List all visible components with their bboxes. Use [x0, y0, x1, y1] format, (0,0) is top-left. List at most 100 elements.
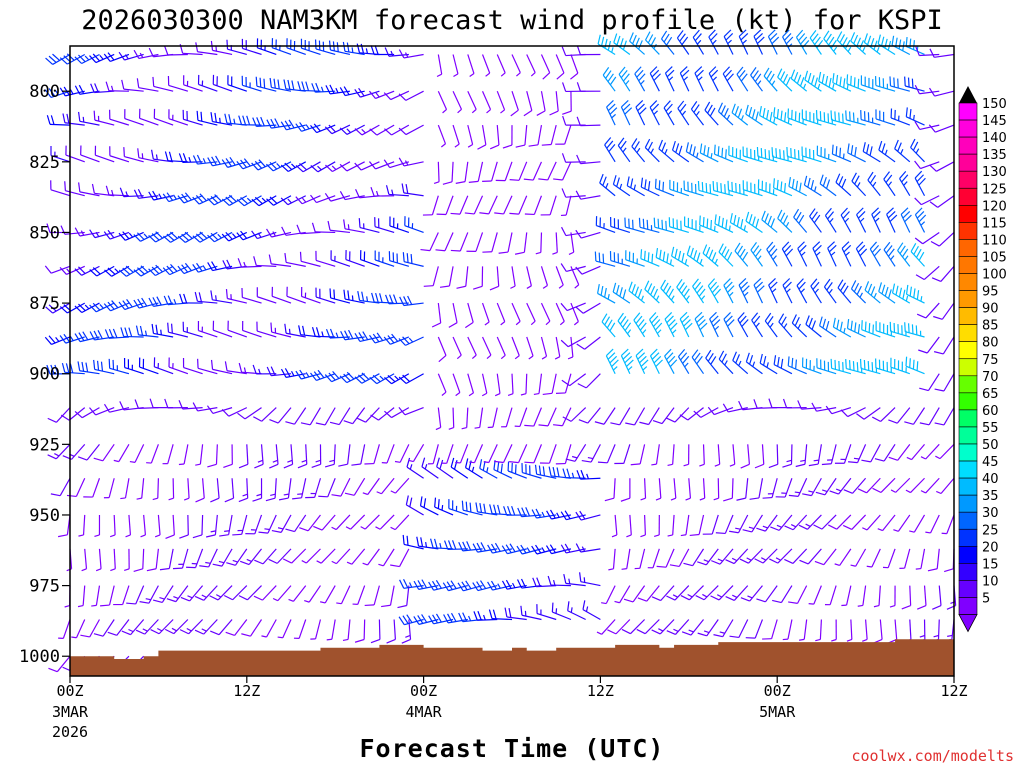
wind-barb: [613, 33, 631, 55]
barb-staff: [212, 299, 233, 304]
barb-flag: [616, 35, 621, 46]
barb-flag: [406, 253, 409, 263]
barb-flag: [487, 544, 493, 554]
wind-barb: [542, 373, 557, 396]
barb-flag: [854, 322, 857, 332]
barb-flag: [683, 562, 693, 567]
barb-staff: [450, 466, 469, 479]
barb-flag: [52, 53, 60, 61]
barb-flag: [437, 499, 440, 509]
barb-flag: [713, 634, 723, 638]
barb-staff: [202, 478, 205, 499]
wind-barb: [552, 407, 572, 427]
wind-barb: [154, 514, 161, 538]
barb-staff: [242, 329, 262, 338]
barb-flag: [769, 558, 779, 564]
barb-flag: [406, 535, 409, 546]
barb-staff: [378, 407, 395, 421]
barb-staff: [927, 373, 940, 391]
wind-barb: [299, 514, 321, 532]
barb-staff: [143, 514, 146, 535]
wind-barb: [140, 514, 146, 538]
barb-half-flag: [683, 76, 689, 81]
barb-flag: [89, 304, 97, 313]
barb-flag: [210, 112, 213, 122]
wind-barb: [596, 619, 616, 635]
barb-half-flag: [876, 46, 880, 53]
barb-staff: [773, 187, 793, 197]
wind-barb: [123, 147, 144, 163]
barb-staff: [464, 161, 469, 182]
barb-half-flag: [171, 627, 177, 632]
wind-barb: [385, 185, 409, 197]
x-axis-label: Forecast Time (UTC): [360, 734, 665, 763]
barb-flag: [511, 505, 516, 516]
barb-half-flag: [805, 523, 811, 527]
barb-flag: [177, 265, 185, 274]
barb-flag: [163, 295, 169, 305]
barb-flag: [841, 241, 850, 249]
barb-staff: [555, 336, 561, 357]
wind-barb: [782, 398, 807, 409]
barb-half-flag: [541, 511, 545, 518]
barb-flag: [46, 364, 51, 375]
wind-barb: [398, 90, 424, 101]
barb-flag: [137, 148, 140, 158]
barb-staff: [698, 189, 719, 197]
barb-flag: [236, 161, 244, 170]
barb-staff: [813, 585, 822, 605]
barb-flag: [44, 89, 52, 98]
barb-staff: [934, 90, 955, 97]
wind-barb: [311, 82, 336, 93]
wind-barb: [620, 478, 631, 502]
barb-flag: [839, 76, 842, 87]
barb-staff: [835, 181, 852, 197]
barb-staff: [405, 90, 424, 101]
wind-barb: [725, 585, 749, 601]
wind-barb: [123, 358, 144, 375]
barb-flag: [918, 349, 928, 354]
barb-flag: [105, 185, 110, 196]
barb-staff: [521, 514, 542, 518]
barb-staff: [150, 444, 159, 464]
barb-flag: [918, 251, 925, 261]
barb-staff: [850, 40, 867, 55]
barb-staff: [551, 548, 572, 555]
barb-flag: [734, 242, 741, 252]
barb-staff: [550, 584, 571, 587]
barb-flag: [489, 285, 499, 291]
wind-barb: [210, 112, 233, 126]
barb-flag: [383, 159, 391, 168]
wind-barb: [801, 357, 822, 375]
barb-half-flag: [622, 147, 627, 153]
wind-barb: [194, 619, 218, 635]
colorbar-swatch: [958, 597, 978, 615]
barb-flag: [606, 319, 613, 329]
wind-barb: [575, 543, 601, 553]
wind-barb: [324, 371, 351, 383]
barb-flag: [889, 214, 898, 223]
wind-barb: [252, 364, 277, 375]
wind-barb: [601, 313, 616, 338]
wind-barb: [504, 607, 527, 621]
barb-half-flag: [797, 323, 801, 329]
barb-flag: [464, 458, 469, 468]
barb-flag: [333, 289, 336, 299]
barb-half-flag: [336, 602, 342, 605]
wind-barb: [421, 457, 439, 479]
barb-flag: [902, 289, 906, 300]
barb-flag: [210, 232, 219, 241]
barb-staff: [519, 407, 528, 427]
wind-barb: [133, 49, 159, 60]
wind-barb: [329, 288, 351, 304]
barb-staff: [766, 249, 778, 267]
barb-flag: [417, 615, 424, 624]
barb-staff: [574, 444, 587, 462]
barb-flag: [465, 501, 468, 512]
wind-barb: [862, 514, 881, 531]
barb-flag: [784, 525, 794, 531]
barb-flag: [822, 176, 827, 187]
barb-half-flag: [507, 393, 514, 397]
barb-half-flag: [843, 327, 846, 334]
barb-staff: [246, 444, 249, 465]
